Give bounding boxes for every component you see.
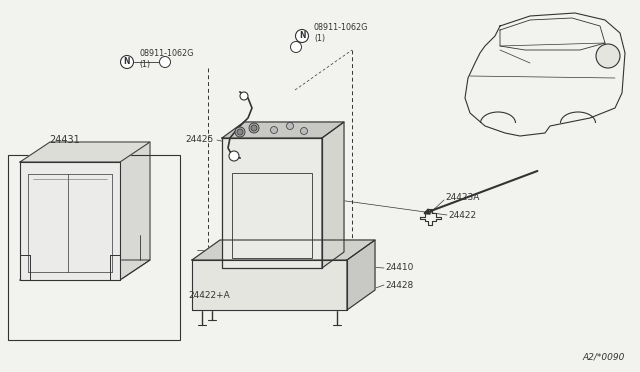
Circle shape — [596, 44, 620, 68]
Text: (1): (1) — [314, 33, 325, 42]
Text: 24425: 24425 — [185, 135, 213, 144]
Circle shape — [120, 55, 134, 68]
Polygon shape — [20, 162, 120, 280]
Circle shape — [271, 126, 278, 134]
Circle shape — [296, 29, 308, 42]
Polygon shape — [222, 138, 322, 268]
Polygon shape — [192, 260, 347, 310]
Circle shape — [251, 125, 257, 131]
Circle shape — [159, 57, 170, 67]
Polygon shape — [347, 240, 375, 310]
Circle shape — [240, 92, 248, 100]
Circle shape — [235, 127, 245, 137]
Text: 24422: 24422 — [448, 211, 476, 219]
Polygon shape — [192, 240, 375, 260]
Circle shape — [291, 42, 301, 52]
Bar — [8, 155, 180, 340]
Polygon shape — [222, 122, 344, 138]
Polygon shape — [20, 260, 150, 280]
Text: N: N — [299, 32, 305, 41]
Text: 24423A: 24423A — [445, 192, 479, 202]
Circle shape — [237, 129, 243, 135]
Text: 24410: 24410 — [385, 263, 413, 273]
Polygon shape — [322, 122, 344, 268]
Circle shape — [229, 151, 239, 161]
Text: 08911-1062G: 08911-1062G — [314, 22, 369, 32]
Text: 24422+A: 24422+A — [188, 291, 230, 299]
Bar — [232, 173, 312, 258]
Text: (1): (1) — [139, 60, 150, 68]
Text: 24431: 24431 — [50, 135, 81, 145]
Text: 08911-1062G: 08911-1062G — [139, 48, 193, 58]
Text: A2/*0090: A2/*0090 — [582, 353, 625, 362]
Polygon shape — [20, 142, 150, 162]
Circle shape — [249, 123, 259, 133]
Circle shape — [287, 122, 294, 129]
Text: N: N — [124, 58, 131, 67]
Text: 24428: 24428 — [385, 280, 413, 289]
Circle shape — [301, 128, 307, 135]
Polygon shape — [120, 142, 150, 280]
